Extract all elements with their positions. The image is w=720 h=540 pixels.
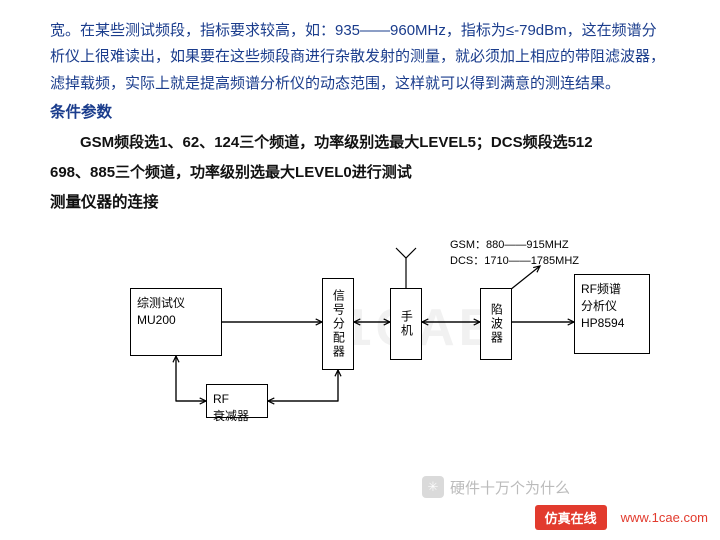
- block-diagram: 1CAE 综测试仪MU200RF衰减器信号分配器手机陷波器RF频谱分析仪HP85…: [110, 218, 720, 438]
- wechat-icon: ✳: [422, 476, 444, 498]
- section-diagram-title: 测量仪器的连接: [50, 190, 670, 212]
- intro-paragraph: 宽。在某些测试频段，指标要求较高，如：935——960MHz，指标为≤-79dB…: [50, 18, 670, 97]
- footer-badge: 仿真在线: [535, 505, 607, 530]
- params-text-1: GSM频段选1、62、124三个频道，功率级别选最大LEVEL5；DCS频段选5…: [80, 134, 593, 151]
- text-content: 宽。在某些测试频段，指标要求较高，如：935——960MHz，指标为≤-79dB…: [0, 0, 720, 438]
- section-params-title: 条件参数: [50, 101, 670, 126]
- node-spec: RF频谱分析仪HP8594: [574, 274, 650, 354]
- freq-label-gsm: GSM：880——915MHZ: [450, 236, 569, 252]
- node-notch: 陷波器: [480, 288, 512, 360]
- watermark-bottom: ✳ 硬件十万个为什么: [422, 476, 570, 498]
- node-splitter: 信号分配器: [322, 278, 354, 370]
- node-tester: 综测试仪MU200: [130, 288, 222, 356]
- watermark-bottom-text: 硬件十万个为什么: [450, 477, 570, 498]
- node-atten: RF衰减器: [206, 384, 268, 418]
- params-line-1: GSM频段选1、62、124三个频道，功率级别选最大LEVEL5；DCS频段选5…: [50, 130, 670, 156]
- footer-url: www.1cae.com: [621, 510, 708, 525]
- node-phone: 手机: [390, 288, 422, 360]
- params-line-2: 698、885三个频道，功率级别选最大LEVEL0进行测试: [50, 160, 670, 186]
- freq-label-dcs: DCS：1710——1785MHZ: [450, 252, 579, 268]
- footer-bar: 仿真在线 www.1cae.com: [535, 505, 708, 530]
